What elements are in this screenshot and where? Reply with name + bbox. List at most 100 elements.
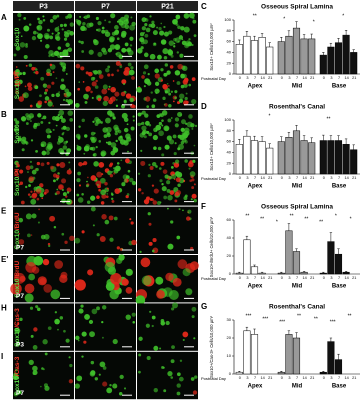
y-tick-label: 80 bbox=[227, 128, 232, 133]
column-header: P7 bbox=[75, 1, 136, 11]
cell bbox=[67, 13, 73, 19]
significance: ** bbox=[245, 213, 249, 219]
cell bbox=[132, 119, 135, 122]
bar bbox=[327, 241, 335, 275]
cell bbox=[52, 15, 58, 20]
cell bbox=[76, 178, 81, 183]
cell bbox=[120, 91, 126, 97]
x-tick-label: 0 bbox=[323, 376, 325, 380]
cell bbox=[135, 295, 146, 305]
cell bbox=[177, 183, 181, 187]
cell bbox=[27, 233, 31, 238]
cell bbox=[191, 77, 196, 82]
group-label: Apex bbox=[248, 84, 263, 90]
cell bbox=[169, 65, 174, 69]
cell bbox=[132, 115, 135, 118]
cell bbox=[191, 306, 197, 312]
cell bbox=[25, 165, 31, 171]
cell bbox=[167, 84, 170, 87]
cell bbox=[102, 381, 108, 387]
cell bbox=[30, 139, 34, 142]
cell bbox=[55, 92, 61, 98]
cell bbox=[91, 96, 94, 99]
significance: * bbox=[269, 113, 271, 119]
cell bbox=[60, 271, 68, 279]
cell bbox=[172, 302, 179, 309]
cell bbox=[42, 115, 47, 120]
cell bbox=[174, 199, 178, 203]
x-tick-label: 21 bbox=[310, 176, 314, 180]
cell bbox=[177, 259, 188, 269]
cell bbox=[93, 39, 99, 46]
cell bbox=[29, 165, 34, 170]
cell bbox=[114, 25, 119, 30]
cell bbox=[28, 63, 33, 67]
cell bbox=[78, 308, 84, 314]
x-tick-label: 3 bbox=[330, 376, 332, 380]
cell bbox=[193, 337, 196, 340]
cell bbox=[161, 183, 164, 186]
significance: * bbox=[350, 216, 352, 222]
cell bbox=[86, 180, 88, 183]
cell bbox=[129, 97, 134, 103]
cell bbox=[141, 26, 147, 31]
cell bbox=[112, 146, 116, 150]
cell bbox=[51, 93, 55, 98]
cell bbox=[15, 342, 20, 347]
bar bbox=[319, 371, 327, 375]
x-tick-label: 0 bbox=[239, 76, 241, 80]
bar bbox=[327, 341, 335, 375]
cell bbox=[190, 246, 194, 251]
cell bbox=[56, 163, 60, 167]
cell bbox=[85, 89, 89, 92]
cell bbox=[158, 121, 163, 126]
cell bbox=[118, 20, 124, 26]
cell bbox=[187, 209, 192, 214]
cell bbox=[119, 374, 124, 380]
cell bbox=[176, 235, 181, 240]
cell bbox=[139, 250, 142, 254]
cell bbox=[142, 71, 147, 75]
cell bbox=[59, 115, 63, 120]
cell bbox=[84, 134, 88, 138]
cell bbox=[30, 120, 32, 122]
cell bbox=[101, 336, 104, 339]
cell bbox=[111, 113, 115, 118]
cell bbox=[141, 191, 144, 195]
cell bbox=[81, 50, 85, 53]
cell bbox=[98, 74, 104, 79]
cell bbox=[159, 30, 165, 36]
cell bbox=[151, 184, 155, 187]
cell bbox=[194, 375, 198, 379]
cell bbox=[141, 75, 145, 79]
cell bbox=[171, 174, 177, 180]
cell bbox=[81, 355, 84, 358]
x-tick-label: 7 bbox=[338, 176, 340, 180]
y-tick-label: 20 bbox=[227, 60, 232, 65]
cell bbox=[109, 237, 114, 242]
cell bbox=[36, 161, 41, 166]
cell bbox=[51, 81, 55, 85]
cell bbox=[37, 100, 43, 106]
cell bbox=[31, 35, 37, 41]
cell bbox=[81, 331, 87, 337]
x-tick-label: 7 bbox=[254, 176, 256, 180]
cell bbox=[170, 376, 174, 379]
cell bbox=[78, 184, 82, 187]
bar bbox=[342, 271, 350, 275]
cell bbox=[153, 387, 158, 393]
bar bbox=[334, 42, 343, 75]
cell bbox=[176, 391, 181, 396]
cell bbox=[106, 187, 109, 190]
cell bbox=[193, 144, 196, 147]
cell bbox=[101, 214, 107, 220]
cell bbox=[14, 368, 18, 372]
cell bbox=[34, 68, 38, 71]
cell bbox=[105, 141, 108, 144]
cell bbox=[107, 170, 112, 176]
cell bbox=[124, 14, 130, 20]
y-tick-label: 80 bbox=[227, 28, 232, 33]
cell bbox=[96, 195, 100, 199]
cell bbox=[90, 360, 95, 365]
cell bbox=[62, 145, 68, 150]
